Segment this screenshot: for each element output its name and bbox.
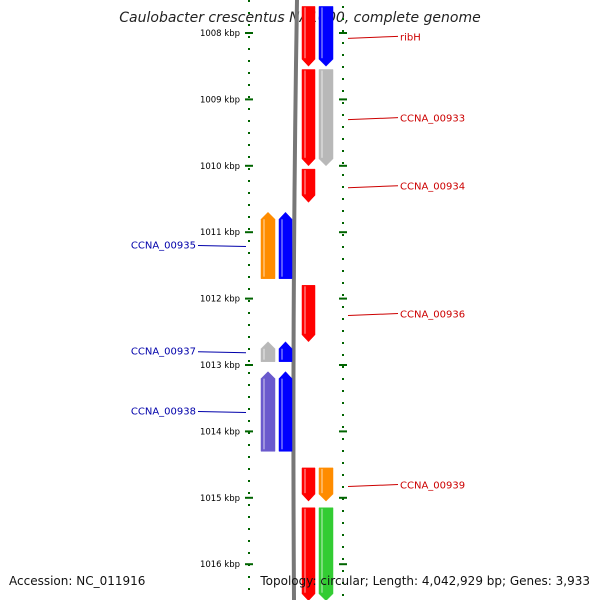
label-layer: ribH CCNA_00933 CCNA_00934 CCNA_00935 CCNA_0… [131, 32, 465, 491]
feature-arrow [260, 211, 276, 279]
feature-highlight [281, 378, 283, 450]
accession-text: Accession: NC_011916 [9, 574, 146, 588]
feature-highlight [263, 348, 265, 360]
feature-highlight [321, 70, 323, 158]
feature-arrow [318, 69, 334, 167]
map-title: Caulobacter crescentus NA1000, complete … [119, 10, 481, 26]
label-leader-line [347, 117, 399, 121]
feature-layer [260, 6, 334, 600]
feature-arrow [301, 467, 316, 502]
feature-highlight [321, 508, 323, 593]
feature-highlight [263, 219, 265, 277]
label-leader-line [197, 410, 247, 413]
feature-label: CCNA_00935 [131, 240, 196, 251]
feature-label: CCNA_00933 [400, 114, 465, 125]
feature-label: CCNA_00938 [131, 406, 196, 417]
tick-label: 1015 kbp [200, 494, 240, 504]
feature-highlight [321, 468, 323, 494]
feature-highlight [281, 219, 283, 277]
tick-label: 1011 kbp [200, 228, 240, 238]
feature-highlight [304, 468, 306, 494]
feature-highlight [304, 70, 306, 158]
feature-arrow [301, 168, 316, 203]
label-leader-line [347, 185, 399, 189]
backbone-layer [291, 0, 299, 600]
tick-label: 1012 kbp [200, 295, 240, 305]
feature-arrow [318, 467, 334, 502]
label-leader-line [347, 313, 399, 317]
tick-label: 1014 kbp [200, 427, 240, 437]
feature-label: CCNA_00934 [400, 182, 465, 193]
feature-arrow [260, 371, 276, 452]
label-leader-line [197, 351, 247, 354]
tick-label: 1009 kbp [200, 95, 240, 105]
feature-arrow [301, 507, 316, 600]
feature-arrow [260, 341, 276, 362]
label-leader-line [347, 35, 399, 39]
feature-arrow [301, 69, 316, 167]
feature-arrow [301, 285, 316, 343]
feature-highlight [321, 7, 323, 59]
tick-layer: 1008 kbp 1009 kbp 1010 kbp 1011 kbp 1012 kbp… [200, 0, 347, 600]
feature-label: CCNA_00937 [131, 347, 196, 358]
feature-highlight [304, 7, 306, 59]
feature-arrow [278, 211, 293, 279]
genome-summary-text: Topology: circular; Length: 4,042,929 bp… [260, 574, 590, 588]
feature-arrow [278, 371, 293, 452]
feature-arrow [318, 507, 334, 600]
feature-highlight [304, 508, 306, 593]
feature-highlight [263, 378, 265, 450]
tick-label: 1010 kbp [200, 162, 240, 172]
feature-label: CCNA_00936 [400, 310, 465, 321]
feature-highlight [304, 286, 306, 334]
label-leader-line [347, 484, 399, 488]
feature-arrow [278, 341, 293, 362]
tick-label: 1013 kbp [200, 361, 240, 371]
feature-highlight [304, 170, 306, 195]
feature-label: CCNA_00939 [400, 481, 465, 492]
feature-highlight [281, 348, 283, 360]
feature-arrow [301, 6, 316, 67]
label-leader-line [197, 244, 247, 247]
backbone-line [291, 0, 299, 600]
tick-label: 1008 kbp [200, 29, 240, 39]
feature-label: ribH [400, 32, 421, 43]
feature-arrow [318, 6, 334, 67]
tick-label: 1016 kbp [200, 560, 240, 570]
